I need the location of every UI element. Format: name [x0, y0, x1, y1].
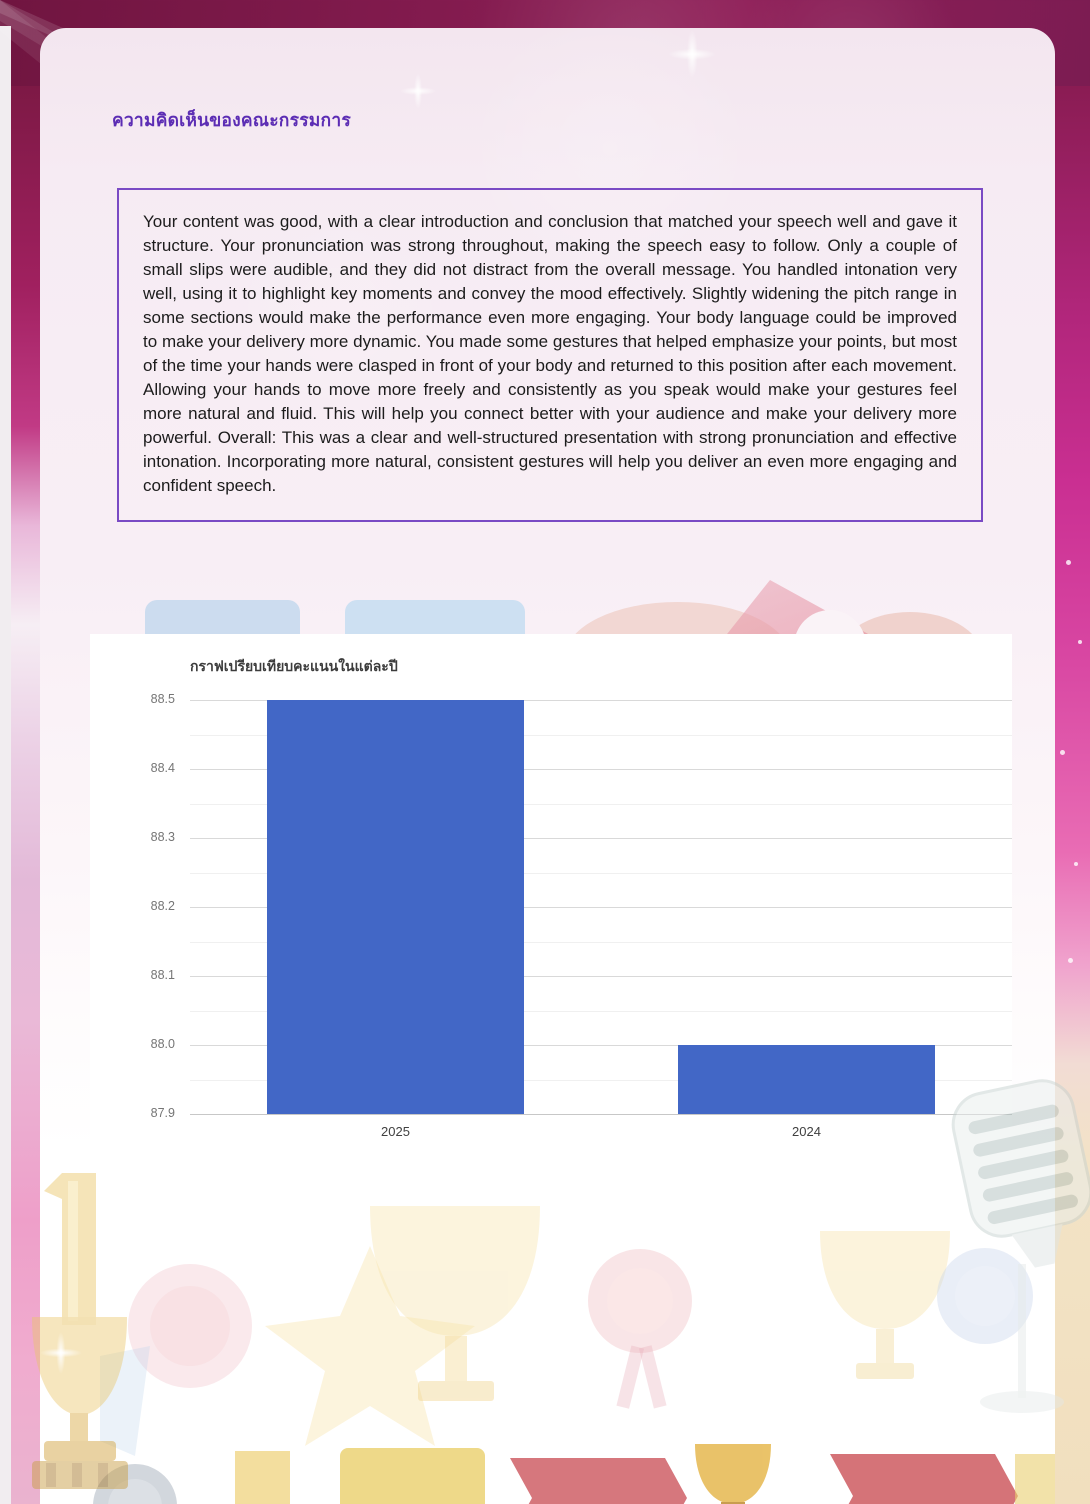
minor-gridline	[190, 941, 1012, 943]
chart-title: กราฟเปรียบเทียบคะแนนในแต่ละปี	[190, 658, 398, 674]
y-axis-tick-label: 88.1	[150, 968, 175, 982]
minor-gridline	[190, 1079, 1012, 1081]
star-icon	[265, 1246, 475, 1446]
medal-ribbon-icon	[100, 1346, 150, 1456]
bar-2024	[678, 1045, 935, 1114]
bar-2025	[267, 700, 524, 1114]
major-gridline	[190, 1114, 1012, 1115]
feedback-text: Your content was good, with a clear intr…	[143, 212, 957, 495]
red-banner-icon	[830, 1454, 1018, 1504]
trophies-watermark	[93, 1206, 1055, 1504]
x-axis-category-label: 2025	[381, 1124, 410, 1139]
trophy-icon	[695, 1444, 771, 1504]
major-gridline	[190, 700, 1012, 701]
gold-plaque-icon	[1015, 1454, 1055, 1504]
x-axis-category-label: 2024	[792, 1124, 821, 1139]
major-gridline	[190, 769, 1012, 770]
y-axis-tick-label: 88.0	[150, 1037, 175, 1051]
score-chart-panel: กราฟเปรียบเทียบคะแนนในแต่ละปี 88.5 88.4 88…	[90, 634, 1012, 1147]
right-gradient-band	[1054, 86, 1090, 1504]
number-one-trophy-icon	[32, 1173, 128, 1489]
major-gridline	[190, 907, 1012, 908]
major-gridline	[190, 976, 1012, 977]
trophy-base-icon	[235, 1451, 290, 1504]
major-gridline	[190, 1045, 1012, 1046]
y-axis-tick-label: 88.2	[150, 899, 175, 913]
microphone-icon	[951, 1079, 1090, 1413]
gold-plaque-icon	[340, 1448, 485, 1504]
page-left-margin	[0, 26, 11, 1504]
minor-gridline	[190, 1010, 1012, 1012]
content-card: ความคิดเห็นของคณะกรรมการ Your content wa…	[40, 28, 1055, 1504]
minor-gridline	[190, 872, 1012, 874]
minor-gridline	[190, 803, 1012, 805]
trophy-icon	[370, 1206, 540, 1401]
page-title: ความคิดเห็นของคณะกรรมการ	[112, 110, 351, 130]
feedback-box: Your content was good, with a clear intr…	[117, 188, 983, 522]
y-axis-tick-label: 88.5	[150, 692, 175, 706]
y-axis-tick-label: 87.9	[150, 1106, 175, 1120]
left-gradient-band	[11, 86, 42, 1504]
major-gridline	[190, 838, 1012, 839]
trophy-icon	[820, 1231, 950, 1379]
red-banner-icon	[510, 1458, 687, 1504]
y-axis-tick-label: 88.4	[150, 761, 175, 775]
y-axis-tick-label: 88.3	[150, 830, 175, 844]
minor-gridline	[190, 734, 1012, 736]
chart-plot-area: 88.5 88.4 88.3 88.2 88.1 88.0 87.9 2025 2024	[90, 634, 1012, 1147]
